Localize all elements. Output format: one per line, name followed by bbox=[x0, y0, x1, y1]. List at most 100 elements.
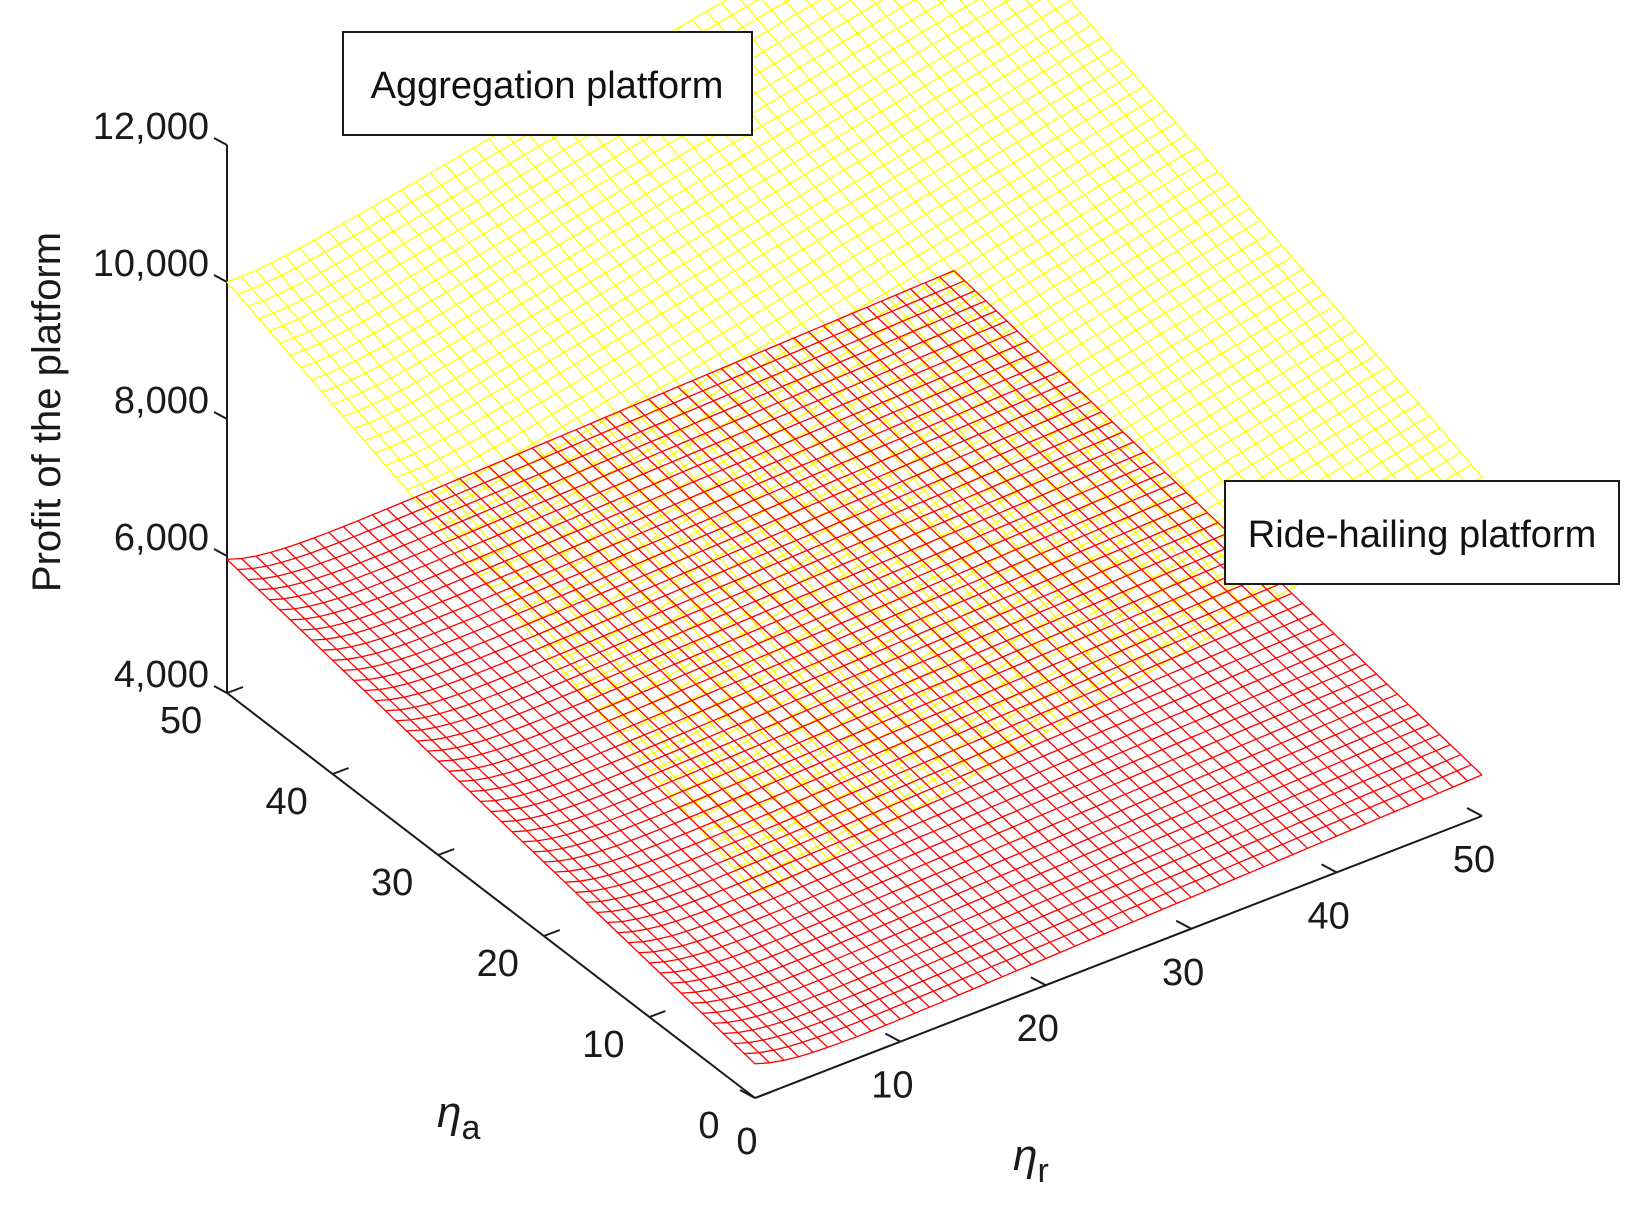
mesh-line-const-eta-a bbox=[543, 572, 1272, 863]
mesh-line-const-eta-r bbox=[386, 197, 916, 810]
mesh-line-const-eta-r bbox=[342, 526, 872, 1032]
z-tick-mark bbox=[213, 548, 228, 557]
mesh-line-const-eta-r bbox=[459, 155, 989, 767]
mesh-line-const-eta-r bbox=[444, 484, 974, 990]
mesh-line-const-eta-a bbox=[733, 754, 1462, 1045]
mesh-line-const-eta-r bbox=[779, 343, 1308, 849]
mesh-line-const-eta-r bbox=[473, 472, 1003, 978]
mesh-line-const-eta-r bbox=[851, 312, 1381, 819]
mesh-line-const-eta-r bbox=[924, 282, 1454, 788]
mesh-line-const-eta-a bbox=[585, 612, 1314, 904]
eta-a-tick-label: 10 bbox=[582, 1024, 624, 1066]
mesh-line-const-eta-r bbox=[473, 147, 1003, 759]
eta-r-tick-label: 40 bbox=[1307, 895, 1349, 937]
eta-r-tick-label: 30 bbox=[1162, 952, 1204, 994]
mesh-line-const-eta-r bbox=[691, 19, 1221, 631]
mesh-line-const-eta-r bbox=[677, 386, 1207, 892]
eta-r-axis-ticks: 0 10 20 30 40 50 bbox=[736, 807, 1495, 1163]
mesh-line-const-eta-a bbox=[554, 582, 1282, 873]
mesh-line-const-eta-r bbox=[226, 281, 756, 893]
mesh-line-const-eta-a bbox=[585, 281, 1314, 698]
mesh-line-const-eta-r bbox=[706, 10, 1236, 623]
mesh-line-const-eta-r bbox=[517, 453, 1047, 959]
mesh-line-const-eta-a bbox=[332, 370, 1060, 661]
mesh-line-const-eta-r bbox=[270, 551, 800, 1058]
mesh-line-const-eta-a bbox=[522, 207, 1251, 625]
mesh-line-const-eta-r bbox=[909, 288, 1439, 794]
mesh-line-const-eta-r bbox=[953, 270, 1483, 776]
mesh-line-const-eta-r bbox=[939, 276, 1468, 782]
mesh-line-const-eta-r bbox=[531, 447, 1061, 953]
mesh-line-const-eta-a bbox=[575, 602, 1303, 893]
mesh-line-const-eta-r bbox=[880, 300, 1410, 806]
mesh-line-const-eta-r bbox=[371, 514, 901, 1020]
mesh-line-const-eta-r bbox=[749, 355, 1279, 862]
eta-a-tick-label: 30 bbox=[371, 862, 413, 904]
eta-a-tick-label: 0 bbox=[698, 1105, 719, 1147]
mesh-line-const-eta-r bbox=[691, 380, 1221, 886]
mesh-line-const-eta-a bbox=[649, 673, 1377, 964]
mesh-line-const-eta-r bbox=[430, 490, 960, 996]
mesh-line-const-eta-r bbox=[633, 53, 1163, 665]
mesh-line-const-eta-r bbox=[299, 247, 829, 859]
mesh-line-const-eta-r bbox=[430, 172, 960, 784]
mesh-line-const-eta-r bbox=[531, 112, 1061, 725]
z-tick-mark bbox=[213, 137, 228, 146]
mesh-line-const-eta-r bbox=[662, 392, 1192, 898]
mesh-line-const-eta-r bbox=[827, 0, 1323, 572]
legend-label-ride-hailing: Ride-hailing platform bbox=[1248, 514, 1597, 556]
mesh-line-const-eta-r bbox=[488, 465, 1018, 972]
mesh-line-const-eta-a bbox=[237, 280, 965, 571]
eta-r-tick-mark bbox=[1321, 863, 1338, 874]
surface-ride-hailing-platform bbox=[226, 270, 1483, 1065]
eta-r-tick-mark bbox=[1175, 919, 1192, 930]
mesh-line-const-eta-r bbox=[575, 429, 1105, 935]
surfaces bbox=[226, 0, 1483, 1065]
mesh-line-const-eta-r bbox=[619, 410, 1149, 917]
mesh-line-const-eta-a bbox=[501, 183, 1229, 601]
eta-a-tick-mark bbox=[332, 767, 349, 775]
z-tick-label: 12,000 bbox=[93, 106, 209, 148]
mesh-line-const-eta-r bbox=[866, 306, 1396, 813]
mesh-line-const-eta-a bbox=[406, 73, 1134, 491]
mesh-line-const-eta-a bbox=[701, 415, 1430, 833]
mesh-line-const-eta-r bbox=[415, 496, 945, 1002]
mesh-line-const-eta-r bbox=[488, 138, 1018, 750]
eta-a-tick-mark bbox=[226, 686, 244, 694]
legend-label-aggregation: Aggregation platform bbox=[371, 65, 724, 107]
mesh-line-const-eta-a bbox=[480, 158, 1208, 576]
eta-r-tick-mark bbox=[1030, 976, 1047, 987]
mesh-line-const-eta-r bbox=[357, 214, 887, 827]
mesh-line-const-eta-r bbox=[560, 435, 1090, 941]
z-tick-mark bbox=[213, 274, 228, 283]
mesh-line-const-eta-r bbox=[915, 0, 1381, 537]
mesh-line-const-eta-r bbox=[546, 441, 1076, 947]
mesh-line-const-eta-r bbox=[255, 555, 785, 1061]
mesh-line-const-eta-r bbox=[604, 70, 1134, 682]
mesh-line-const-eta-r bbox=[299, 542, 829, 1048]
eta-a-tick-label: 50 bbox=[160, 700, 202, 742]
eta-a-tick-label: 40 bbox=[265, 781, 307, 823]
eta-a-axis-label: ηa bbox=[437, 1088, 480, 1147]
z-tick-mark bbox=[213, 685, 228, 694]
mesh-line-const-eta-a bbox=[617, 643, 1345, 934]
eta-r-tick-mark bbox=[739, 1089, 756, 1099]
eta-r-tick-mark bbox=[884, 1032, 901, 1043]
mesh-line-const-eta-r bbox=[604, 416, 1134, 923]
mesh-line-const-eta-r bbox=[546, 104, 1076, 716]
mesh-line-const-eta-a bbox=[754, 774, 1483, 1065]
mesh-line-const-eta-a bbox=[723, 744, 1451, 1035]
mesh-line-const-eta-r bbox=[706, 374, 1236, 880]
mesh-line-const-eta-a bbox=[670, 693, 1398, 984]
mesh-line-const-eta-r bbox=[808, 331, 1338, 837]
mesh-line-const-eta-r bbox=[517, 121, 1047, 733]
mesh-line-const-eta-r bbox=[720, 2, 1250, 614]
mesh-line-const-eta-r bbox=[502, 459, 1032, 966]
eta-r-axis-line bbox=[754, 815, 1483, 1099]
mesh-line-const-eta-r bbox=[590, 423, 1119, 929]
mesh-line-const-eta-r bbox=[981, 0, 1425, 512]
mesh-line-const-eta-a bbox=[269, 310, 997, 601]
eta-r-tick-label: 50 bbox=[1453, 839, 1495, 881]
eta-r-tick-label: 10 bbox=[871, 1065, 913, 1107]
